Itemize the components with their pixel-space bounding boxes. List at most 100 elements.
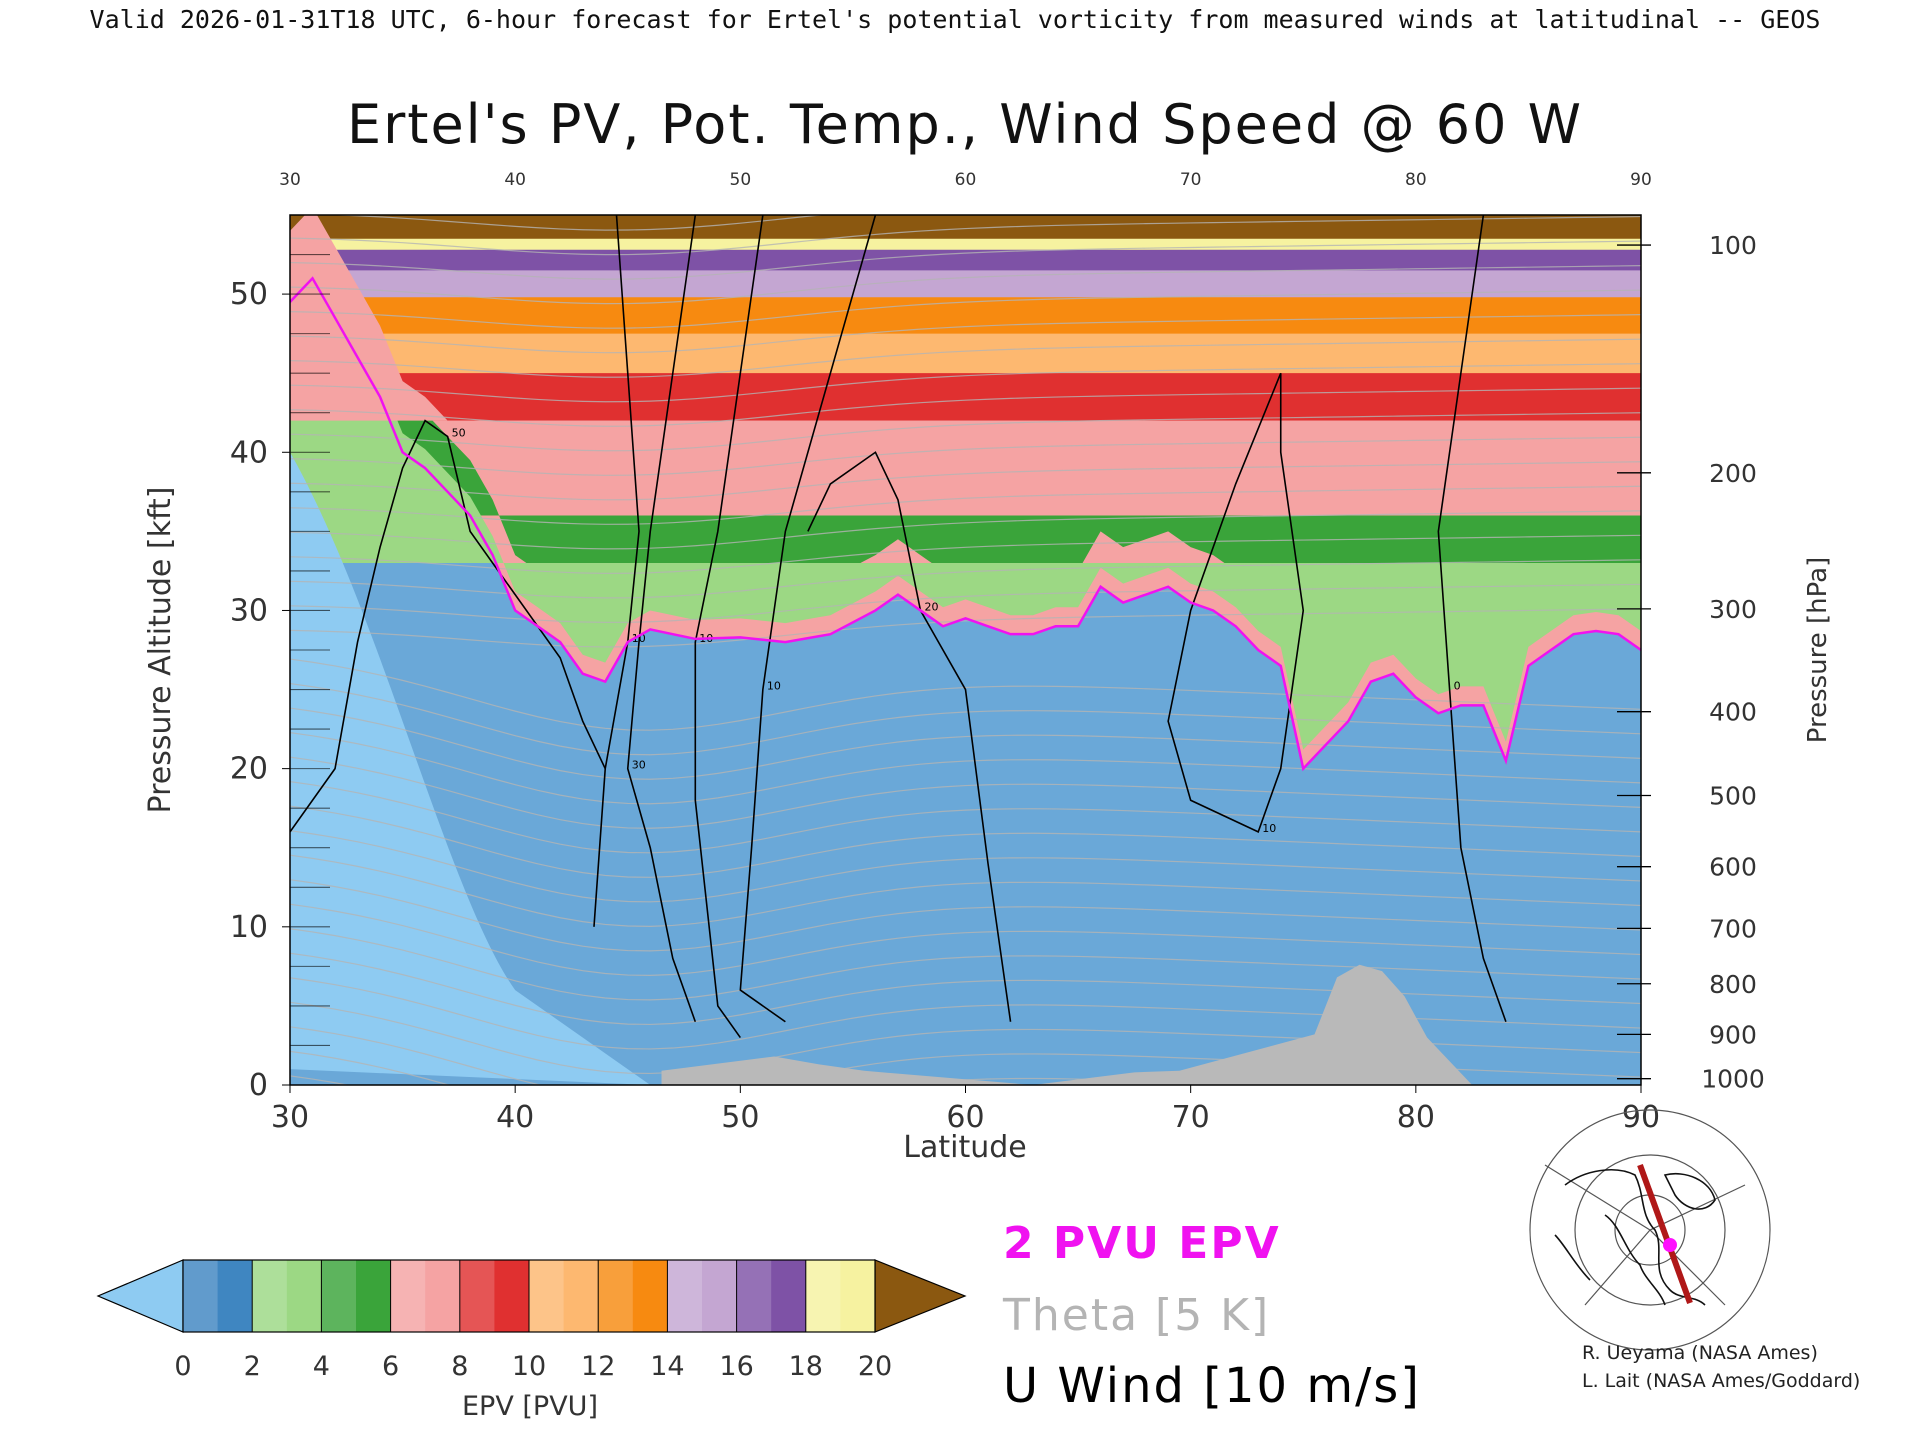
y-tick-label: 10 — [230, 910, 268, 945]
u-wind-contour — [626, 215, 697, 1022]
pressure-tick-label: 400 — [1709, 698, 1757, 727]
theta-contour — [290, 363, 1641, 403]
theta-contour — [290, 682, 1641, 756]
pressure-tick-label: 900 — [1709, 1020, 1757, 1049]
theta-contour — [290, 338, 1641, 378]
colorbar-segment-shade — [529, 1260, 564, 1332]
credit-line-1: R. Ueyama (NASA Ames) — [1582, 1342, 1818, 1364]
theta-contour — [290, 781, 1641, 854]
colorbar-tick-label: 2 — [244, 1351, 261, 1382]
colorbar-tick-label: 4 — [313, 1351, 330, 1382]
colorbar-label: EPV [PVU] — [462, 1391, 598, 1422]
u-wind-contour-label: 20 — [924, 600, 938, 613]
pressure-tick-label: 800 — [1709, 970, 1757, 999]
top-x-tick-label: 50 — [730, 170, 752, 190]
colorbar-segment-shade — [598, 1260, 633, 1332]
theta-contour — [290, 289, 1641, 329]
theta-contour — [290, 608, 1641, 648]
colorbar-segment — [805, 1260, 875, 1332]
top-x-tick-label: 80 — [1405, 170, 1427, 190]
colorbar-segment-shade — [252, 1260, 287, 1332]
colorbar-tick-label: 8 — [451, 1351, 468, 1382]
top-x-tick-label: 90 — [1630, 170, 1652, 190]
theta-contour — [290, 240, 1641, 280]
theta-contour — [290, 707, 1641, 780]
pressure-tick-label: 100 — [1709, 231, 1757, 260]
u-wind-contour — [1167, 372, 1305, 834]
legend: 2 PVU EPV Theta [5 K] U Wind [10 m/s] — [1002, 1218, 1421, 1414]
colorbar-segment — [459, 1260, 529, 1332]
colorbar-segment-shade — [321, 1260, 356, 1332]
u-wind-contour-label: 30 — [632, 759, 646, 772]
pv-band-pink — [290, 215, 1641, 516]
pressure-tick-label: 600 — [1709, 853, 1757, 882]
pressure-tick-label: 700 — [1709, 914, 1757, 943]
u-wind-contour-label: 10 — [1262, 822, 1276, 835]
y-tick-label: 20 — [230, 752, 268, 787]
legend-entry: Theta [5 K] — [1002, 1290, 1270, 1341]
u-wind-contour — [807, 451, 1012, 1022]
theta-contour — [290, 756, 1641, 829]
colorbar-segment — [529, 1260, 599, 1332]
pv-low-patch-south — [290, 452, 651, 1085]
colorbar-tick-label: 6 — [382, 1351, 399, 1382]
theta-contour — [290, 854, 1641, 927]
colorbar-segment — [183, 1260, 253, 1332]
colorbar-high-arrow — [874, 1259, 967, 1333]
tropopause-2pvu-line — [290, 276, 1641, 772]
plot-area: 50 10 30 10 10 20 100 30 40 50 60 70 80 90 30 40 50 60 70 8… — [230, 170, 1765, 1135]
top-x-tick-label: 40 — [504, 170, 526, 190]
theta-contour — [322, 215, 827, 231]
pv-band-lightgreen — [290, 259, 1641, 750]
theta-contour — [290, 928, 1641, 1001]
u-wind-contour — [290, 419, 606, 833]
colorbar-low-arrow — [96, 1259, 184, 1333]
colorbar-tick-label: 10 — [512, 1351, 546, 1382]
colorbar-segment-shade — [390, 1260, 426, 1332]
x-tick-label: 30 — [271, 1100, 309, 1135]
y-tick-label: 40 — [230, 435, 268, 470]
colorbar-segment — [598, 1260, 668, 1332]
y-axis-label-right: Pressure [hPa] — [1803, 557, 1833, 744]
pressure-tick-label: 200 — [1709, 459, 1757, 488]
colorbar-segment-shade — [183, 1260, 218, 1332]
credit-line-2: L. Lait (NASA Ames/Goddard) — [1582, 1370, 1861, 1392]
colorbar-segment — [390, 1260, 460, 1332]
theta-contour — [290, 903, 1641, 976]
x-tick-label: 50 — [721, 1100, 759, 1135]
u-wind-contour-label: 50 — [452, 426, 466, 439]
colorbar-segment — [667, 1260, 737, 1332]
y-tick-label: 0 — [249, 1068, 268, 1103]
theta-contour — [290, 461, 1641, 501]
theta-contour — [290, 510, 1641, 550]
u-wind-contour — [694, 215, 764, 1039]
y-tick-label: 50 — [230, 277, 268, 312]
top-x-tick-label: 60 — [955, 170, 977, 190]
u-wind-contour — [739, 215, 877, 1023]
legend-entry: 2 PVU EPV — [1003, 1218, 1281, 1269]
theta-contour — [290, 952, 1641, 1026]
theta-contour — [290, 534, 1641, 574]
legend-entry: U Wind [10 m/s] — [1003, 1358, 1421, 1414]
top-x-tick-label: 30 — [279, 170, 301, 190]
theta-contour — [290, 265, 1641, 305]
theta-contour — [290, 485, 1641, 525]
theta-contour — [290, 583, 1641, 623]
colorbar-tick-label: 14 — [650, 1351, 684, 1382]
x-tick-label: 80 — [1397, 1100, 1435, 1135]
theta-contour — [290, 436, 1641, 476]
colorbar-tick-label: 0 — [174, 1351, 191, 1382]
colorbar-tick-label: 20 — [858, 1351, 892, 1382]
x-tick-label: 60 — [946, 1100, 984, 1135]
top-x-tick-label: 70 — [1180, 170, 1202, 190]
u-wind-contour-label: 10 — [767, 680, 781, 693]
x-axis-label: Latitude — [903, 1130, 1026, 1165]
chart-title: Ertel's PV, Pot. Temp., Wind Speed @ 60 … — [347, 93, 1583, 156]
u-wind-contour — [1437, 215, 1507, 1022]
colorbar-tick-label: 12 — [581, 1351, 615, 1382]
y-tick-label: 30 — [230, 593, 268, 628]
theta-contour — [290, 387, 1641, 427]
colorbar-tick-label: 16 — [719, 1351, 753, 1382]
colorbar-tick-label: 18 — [789, 1351, 823, 1382]
